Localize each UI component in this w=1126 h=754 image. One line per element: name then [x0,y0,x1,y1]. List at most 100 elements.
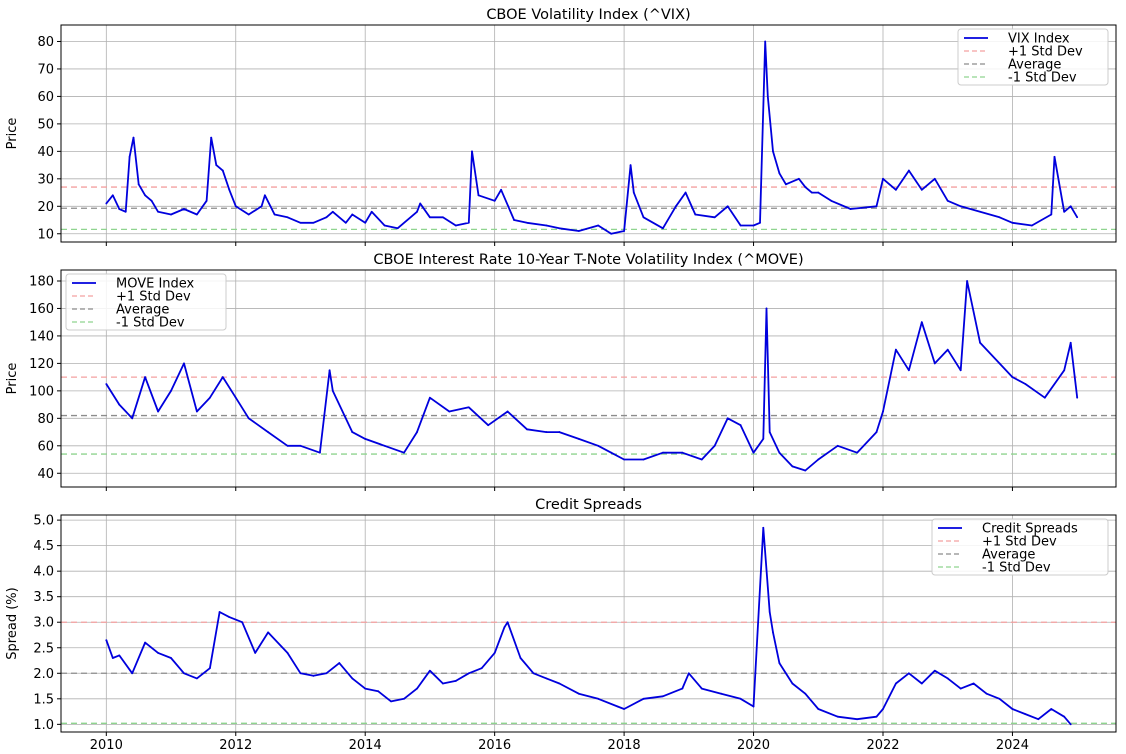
data-point [519,657,522,659]
data-point [419,202,422,205]
data-point [215,164,218,166]
data-point [403,451,405,454]
x-tick-label: 2018 [608,738,641,750]
data-point [273,213,276,216]
data-point [1053,155,1056,158]
legend-label: Average [982,548,1035,563]
y-axis-label: Price [5,118,20,150]
x-tick-label: 2022 [866,738,899,750]
data-point [966,280,969,282]
data-point [183,208,185,210]
data-point [1050,213,1053,216]
data-point [1024,713,1027,716]
data-point [907,672,910,675]
y-tick-label: 5.0 [33,514,54,529]
data-point [328,369,331,372]
data-point [882,410,884,413]
data-point [895,348,897,351]
data-point [1050,708,1053,710]
series-line-1 [105,526,1072,725]
data-point [804,186,807,188]
y-tick-label: 180 [29,274,54,289]
y-axis-label: Spread (%) [5,587,20,659]
y-axis-label: Price [5,363,20,395]
data-point [875,431,878,433]
data-point [907,369,910,372]
data-point [377,690,380,693]
data-point [299,221,302,224]
data-point [150,199,153,202]
data-point [429,396,431,399]
data-point [700,687,703,690]
data-point [286,444,289,447]
y-tick-label: 60 [37,439,54,454]
data-point [111,194,114,197]
data-point [895,682,897,685]
data-point [946,348,949,351]
y-tick-label: 70 [37,62,54,77]
data-point [254,651,257,654]
data-point [623,230,625,232]
data-point [144,641,147,644]
data-point [170,213,172,216]
data-point [766,95,769,98]
data-point [610,451,613,454]
data-point [467,672,470,675]
legend-label: +1 Std Dev [116,290,191,305]
data-point [946,199,949,202]
data-point [170,389,172,392]
data-point [933,177,936,180]
data-point [228,616,231,619]
y-tick-label: 60 [37,90,54,105]
data-point [364,438,367,440]
data-point [467,221,470,224]
data-point [804,469,807,472]
data-point [247,417,250,420]
axes-frame [60,269,1117,488]
data-point [597,444,600,447]
data-point [959,205,962,208]
data-point [700,458,703,461]
data-point [979,341,981,344]
data-point [713,216,716,219]
data-point [632,191,635,194]
data-point [558,682,561,685]
y-tick-label: 20 [37,200,54,215]
y-tick-label: 10 [37,227,54,242]
data-point [768,611,771,613]
data-point [759,221,761,224]
data-point [124,210,127,213]
data-point [959,369,962,372]
data-point [493,651,496,654]
chart-panel-2: 40 60 80 100 120 140 160 180 CBOE Interest Rate … [5,252,1117,491]
legend-label: Average [1008,58,1061,73]
data-point [299,672,302,675]
data-point [817,191,820,194]
data-point [849,208,852,210]
chart-title: CBOE Volatility Index (^VIX) [486,7,690,23]
data-point [364,221,367,224]
data-point [778,451,781,454]
data-point [513,219,515,221]
axes-frame [60,24,1117,243]
data-point [739,697,742,700]
data-point [196,410,198,413]
data-point [208,667,211,670]
data-point [772,631,774,634]
data-point [1076,396,1079,399]
data-point [674,205,677,208]
x-tick-label: 2010 [90,738,123,750]
data-point [1043,396,1046,399]
x-tick-label: 2024 [996,738,1029,750]
data-point [768,431,771,433]
data-point [577,692,580,695]
legend-box [957,28,1109,86]
data-point [157,210,159,213]
data-point [208,396,211,399]
legend-label: -1 Std Dev [1008,71,1077,86]
data-point [383,224,386,227]
data-point [205,199,208,202]
data-point [1011,221,1014,224]
y-tick-label: 40 [37,467,54,482]
legend-label: -1 Std Dev [116,316,185,331]
